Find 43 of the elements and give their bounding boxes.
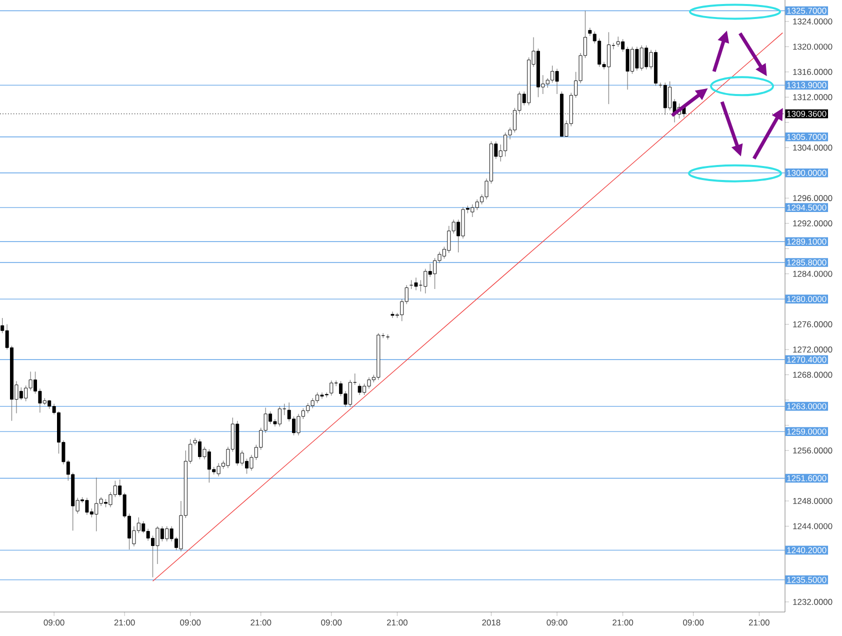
ref-line-label: 1280.0000 <box>787 296 826 302</box>
x-tick-label: 09:00 <box>180 620 201 626</box>
ref-line-label: 1289.1000 <box>787 238 826 245</box>
x-tick-label: 09:00 <box>546 620 568 626</box>
ref-line-label: 1251.6000 <box>787 475 826 482</box>
y-tick-label: 1320.0000 <box>793 44 832 50</box>
ref-line-label: 1325.7000 <box>787 8 826 14</box>
y-tick-label: 1304.0000 <box>793 144 832 151</box>
ref-line-label: 1294.5000 <box>787 204 826 211</box>
ref-line-label: 1263.0000 <box>787 403 826 410</box>
x-tick-label: 21:00 <box>250 620 272 626</box>
ref-line-label: 1235.5000 <box>787 576 826 583</box>
ref-line-label: 1259.0000 <box>787 428 826 435</box>
y-tick-label: 1256.0000 <box>793 447 832 454</box>
y-tick-label: 1284.0000 <box>793 270 832 277</box>
x-tick-label: 09:00 <box>321 620 342 626</box>
ref-line-label: 1305.7000 <box>787 134 826 140</box>
x-tick-label: 21:00 <box>748 620 770 626</box>
y-tick-label: 1272.0000 <box>793 346 832 353</box>
y-tick-label: 1312.0000 <box>793 94 832 100</box>
x-tick-label: 21:00 <box>114 620 135 626</box>
ref-line-label: 1240.2000 <box>787 547 826 554</box>
ref-line-label: 1309.3600 <box>787 110 826 117</box>
x-tick-label: 09:00 <box>683 620 704 626</box>
y-tick-label: 1268.0000 <box>793 372 832 378</box>
candlestick <box>414 277 418 291</box>
y-tick-label: 1296.0000 <box>793 195 832 202</box>
y-tick-label: 1324.0000 <box>793 18 832 24</box>
x-tick-label: 09:00 <box>44 620 64 626</box>
x-tick-label: 2018 <box>482 620 500 626</box>
y-tick-label: 1244.0000 <box>793 523 832 530</box>
ref-line-label: 1285.8000 <box>787 259 826 266</box>
x-tick-label: 21:00 <box>612 620 634 626</box>
ref-line-label: 1300.0000 <box>787 170 826 176</box>
x-tick-label: 21:00 <box>387 620 408 626</box>
y-tick-label: 1316.0000 <box>793 68 832 75</box>
candlestick <box>330 380 334 396</box>
y-tick-label: 1292.0000 <box>793 220 832 226</box>
ref-line-label: 1313.9000 <box>787 82 826 88</box>
y-tick-label: 1276.0000 <box>793 321 832 328</box>
y-tick-label: 1248.0000 <box>793 498 832 504</box>
ref-line-label: 1270.4000 <box>787 356 826 363</box>
y-tick-label: 1232.0000 <box>793 598 832 605</box>
